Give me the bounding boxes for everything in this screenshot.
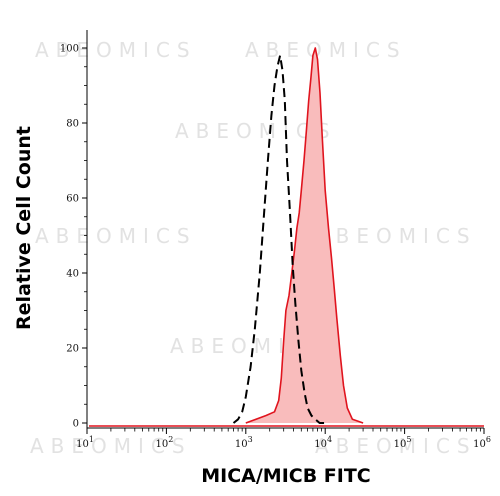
x-axis-title: MICA/MICB FITC bbox=[201, 465, 371, 487]
x-tick-label: 105 bbox=[394, 435, 412, 450]
watermark-text: ABEOMICS bbox=[245, 38, 407, 62]
y-tick-label: 40 bbox=[66, 269, 79, 280]
watermark-layer: ABEOMICS ABEOMICS ABEOMICS ABEOMICS ABEOMICS… bbox=[30, 38, 477, 458]
x-tick-label: 106 bbox=[473, 435, 491, 450]
series-fill bbox=[245, 48, 364, 423]
watermark-text: ABEOMICS bbox=[315, 434, 477, 458]
watermark-text: ABEOMICS bbox=[175, 119, 337, 143]
plot-area bbox=[89, 47, 484, 427]
y-tick-label: 60 bbox=[66, 194, 79, 205]
x-tick-label: 102 bbox=[155, 435, 173, 450]
watermark-text: ABEOMICS bbox=[35, 38, 197, 62]
axes: 0 20 40 60 80 100 101 102 103 104 105 106 bbox=[60, 30, 491, 450]
watermark-text: ABEOMICS bbox=[35, 224, 197, 248]
y-tick-label: 80 bbox=[66, 119, 79, 130]
x-tick-label: 101 bbox=[76, 435, 94, 450]
y-tick-label: 100 bbox=[60, 44, 79, 55]
y-tick-label: 20 bbox=[66, 344, 79, 355]
y-tick-label: 0 bbox=[73, 419, 79, 430]
x-tick-label: 103 bbox=[235, 435, 253, 450]
series-line-control bbox=[232, 54, 326, 424]
series-line-stained bbox=[245, 47, 364, 424]
y-axis-title: Relative Cell Count bbox=[13, 126, 35, 330]
watermark-text: ABEOMICS bbox=[30, 434, 192, 458]
watermark-text: ABEOMICS bbox=[315, 224, 477, 248]
x-tick-label: 104 bbox=[314, 435, 332, 450]
